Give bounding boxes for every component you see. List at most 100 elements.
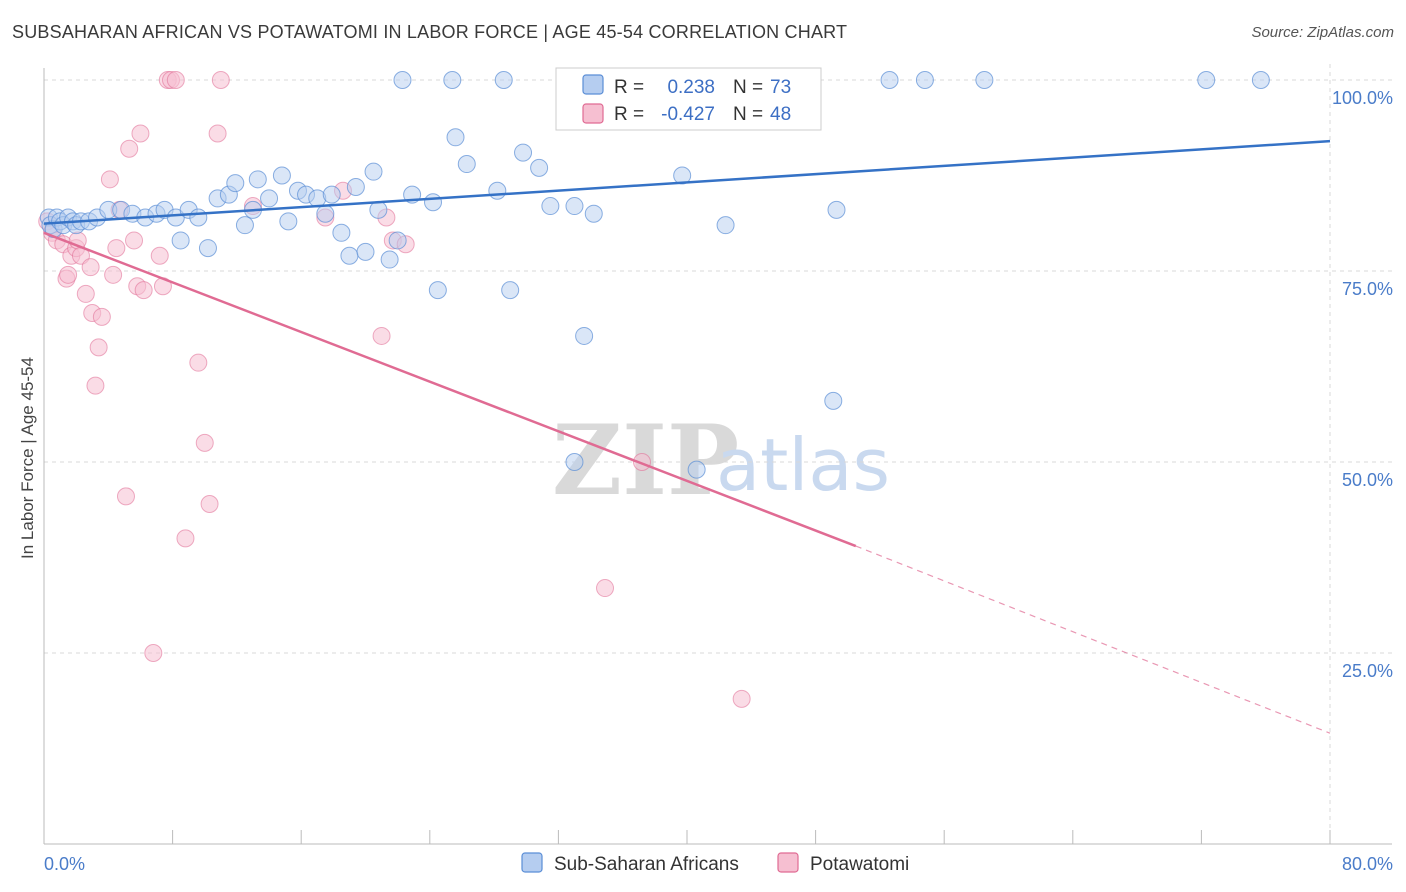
- potawatomi-point: [116, 487, 135, 506]
- subsaharan-point: [687, 460, 706, 479]
- subsaharan-point: [584, 204, 603, 223]
- potawatomi-point: [100, 170, 119, 189]
- legend-n-label-2: N =: [733, 104, 763, 125]
- legend-n-value-1: 73: [770, 77, 791, 98]
- potawatomi-point: [104, 265, 123, 284]
- subsaharan-point: [530, 158, 549, 177]
- subsaharan-point: [457, 155, 476, 174]
- subsaharan-point: [443, 71, 462, 89]
- y-tick-label: 75.0%: [1342, 279, 1393, 299]
- subsaharan-point: [880, 71, 899, 89]
- subsaharan-point: [565, 453, 584, 471]
- potawatomi-point: [211, 71, 230, 89]
- chart-title: SUBSAHARAN AFRICAN VS POTAWATOMI IN LABO…: [12, 22, 848, 42]
- subsaharan-point: [356, 242, 375, 261]
- subsaharan-point: [189, 208, 208, 227]
- potawatomi-point: [208, 124, 227, 143]
- subsaharan-point: [716, 216, 735, 235]
- potawatomi-point: [131, 124, 150, 143]
- y-axis-label: In Labor Force | Age 45-54: [18, 357, 37, 559]
- subsaharan-point: [827, 200, 846, 219]
- potawatomi-point: [134, 281, 153, 300]
- axes: [43, 68, 1392, 845]
- legend-n-label-1: N =: [733, 77, 763, 98]
- potawatomi-point: [200, 495, 219, 514]
- potawatomi-point: [89, 338, 108, 357]
- potawatomi-point: [176, 529, 195, 548]
- subsaharan-point: [915, 71, 934, 89]
- subsaharan-point: [494, 71, 513, 89]
- subsaharan-point: [1197, 71, 1216, 89]
- y-tick-label: 100.0%: [1332, 88, 1393, 108]
- y-tick-labels: 25.0% 50.0% 75.0% 100.0%: [1332, 88, 1393, 681]
- watermark-atlas: atlas: [716, 423, 890, 507]
- subsaharan-point: [171, 231, 190, 250]
- potawatomi-point: [76, 284, 95, 303]
- subsaharan-point: [1251, 71, 1270, 89]
- subsaharan-point: [501, 281, 520, 300]
- subsaharan-point: [198, 239, 217, 258]
- correlation-legend: R = 0.238 N = 73 R = -0.427 N = 48: [555, 67, 822, 131]
- potawatomi-point: [81, 258, 100, 277]
- subsaharan-point: [824, 391, 843, 410]
- potawatomi-point: [92, 307, 111, 326]
- potawatomi-point: [125, 231, 144, 250]
- potawatomi-point: [59, 265, 78, 284]
- potawatomi-trend-extension: [855, 545, 1331, 734]
- potawatomi-trend-line: [43, 231, 857, 548]
- subsaharan-point: [364, 162, 383, 181]
- legend-r-value-1: 0.238: [667, 77, 715, 98]
- legend-n-value-2: 48: [770, 104, 791, 125]
- subsaharan-point: [226, 174, 245, 193]
- series-swatch-blue: [521, 852, 543, 873]
- subsaharan-trend-line: [43, 139, 1331, 225]
- subsaharan-point: [316, 204, 335, 223]
- potawatomi-point: [195, 433, 214, 452]
- subsaharan-point: [369, 200, 388, 219]
- subsaharan-point: [565, 197, 584, 216]
- legend-r-label-2: R =: [614, 104, 644, 125]
- legend-swatch-blue: [582, 74, 604, 95]
- subsaharan-point: [428, 281, 447, 300]
- series-label-pink: Potawatomi: [810, 854, 909, 875]
- potawatomi-point: [150, 246, 169, 265]
- x-tick-label-min: 0.0%: [44, 854, 85, 874]
- potawatomi-point: [120, 139, 139, 158]
- subsaharan-point: [248, 170, 267, 189]
- subsaharan-point: [279, 212, 298, 231]
- subsaharan-point: [388, 231, 407, 250]
- potawatomi-point: [144, 644, 163, 662]
- series-label-blue: Sub-Saharan Africans: [554, 854, 739, 875]
- subsaharan-point: [235, 216, 254, 235]
- subsaharan-point: [260, 189, 279, 208]
- subsaharan-point: [340, 246, 359, 265]
- subsaharan-point: [446, 128, 465, 147]
- subsaharan-point: [488, 181, 507, 200]
- source-credit: Source: ZipAtlas.com: [1251, 24, 1394, 41]
- subsaharan-point: [673, 166, 692, 185]
- trend-lines: [43, 139, 1331, 734]
- y-tick-label: 25.0%: [1342, 661, 1393, 681]
- subsaharan-point: [541, 197, 560, 216]
- subsaharan-point: [322, 185, 341, 204]
- potawatomi-point: [596, 579, 615, 598]
- x-tick-label-max: 80.0%: [1342, 854, 1393, 874]
- legend-r-label-1: R =: [614, 77, 644, 98]
- subsaharan-point: [272, 166, 291, 185]
- potawatomi-point: [86, 376, 105, 395]
- potawatomi-point: [372, 326, 391, 345]
- potawatomi-points: [38, 71, 751, 708]
- subsaharan-point: [575, 326, 594, 345]
- legend-swatch-pink: [582, 103, 604, 124]
- series-legend: Sub-Saharan Africans Potawatomi: [521, 852, 909, 875]
- y-tick-label: 50.0%: [1342, 470, 1393, 490]
- subsaharan-point: [393, 71, 412, 89]
- subsaharan-point: [424, 193, 443, 212]
- potawatomi-point: [732, 689, 751, 708]
- subsaharan-point: [346, 177, 365, 196]
- subsaharan-point: [380, 250, 399, 269]
- potawatomi-point: [189, 353, 208, 372]
- subsaharan-point: [332, 223, 351, 242]
- potawatomi-point: [107, 239, 126, 258]
